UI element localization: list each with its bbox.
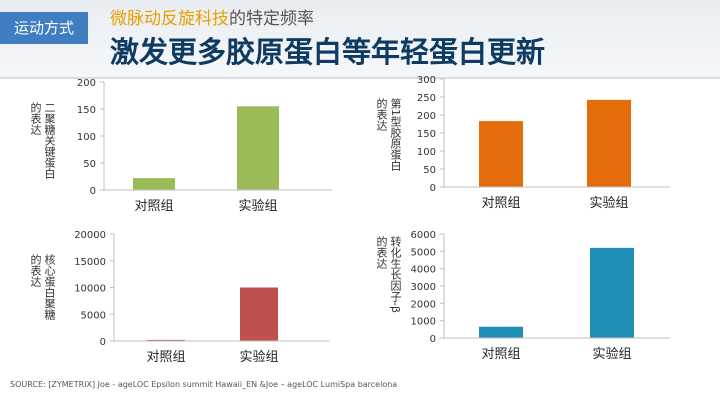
y-tick-label: 6000 (411, 230, 436, 241)
bar-control (479, 326, 523, 338)
chart-biglycan-ylabel: 二聚糖关键蛋白 的表达 (28, 102, 56, 212)
x-category-label: 对照组 (146, 350, 185, 365)
chart-biglycan-ylabel-line2: 的表达 (29, 102, 42, 135)
chart-biglycan-plot: 0 50 100 150 200 对照组 实验组 (77, 78, 332, 214)
chart-tgf-beta-ylabel-line2: 的表达 (375, 236, 388, 269)
y-tick-label: 2000 (411, 299, 436, 310)
x-category-label: 对照组 (481, 347, 520, 362)
chart-collagen1-ylabel: 第1型胶原蛋白 的表达 (374, 98, 402, 210)
bar-experiment (237, 106, 279, 190)
source-note: SOURCE: [ZYMETRIX] Joe - ageLOC Epsilon … (10, 380, 398, 389)
y-tick-label: 3000 (411, 282, 436, 293)
chart-decorin: 核心蛋白聚糖 的表达 0 5000 10000 15000 20000 对照组 实验组 (0, 222, 340, 377)
header-divider (0, 77, 720, 79)
x-category-label: 实验组 (238, 198, 277, 214)
x-category-label: 实验组 (592, 346, 631, 362)
bar-experiment (587, 99, 631, 187)
y-tick-label: 5000 (411, 247, 436, 258)
y-tick-label: 0 (100, 337, 106, 348)
page-title: 激发更多胶原蛋白等年轻蛋白更新 (110, 35, 546, 69)
bar-experiment (240, 287, 278, 341)
chart-decorin-ylabel: 核心蛋白聚糖 的表达 (28, 254, 56, 354)
y-tick-label: 150 (417, 129, 436, 140)
y-tick-label: 0 (90, 186, 96, 197)
chart-collagen1-plot: 0 50 100 150 200 250 300 对照组 实验组 (417, 75, 670, 211)
y-tick-label: 1000 (411, 317, 436, 328)
chart-tgf-beta: 转化生长因子-β 的表达 0 1000 2000 3000 4000 5000 6000 对照… (360, 224, 680, 379)
y-tick-label: 0 (430, 183, 436, 194)
bar-control (147, 339, 185, 341)
y-tick-label: 4000 (411, 265, 436, 276)
chart-decorin-ylabel-line2: 的表达 (29, 254, 42, 287)
chart-decorin-ylabel-line1: 核心蛋白聚糖 (43, 254, 56, 320)
x-category-label: 实验组 (239, 349, 278, 365)
section-tag: 运动方式 (0, 12, 88, 44)
y-tick-label: 250 (417, 93, 436, 104)
x-category-label: 对照组 (481, 196, 520, 211)
chart-collagen1: 第1型胶原蛋白 的表达 0 50 100 150 200 250 300 对照组 实验组 (360, 70, 680, 225)
header-band (0, 0, 720, 78)
y-tick-label: 150 (77, 105, 96, 116)
y-tick-label: 100 (77, 132, 96, 143)
y-tick-label: 0 (430, 334, 436, 345)
bar-control (479, 121, 523, 187)
chart-biglycan: 二聚糖关键蛋白 的表达 0 50 100 150 200 对照组 实验组 (0, 78, 340, 225)
x-category-label: 实验组 (589, 195, 628, 211)
subtitle-rest: 的特定频率 (229, 9, 314, 29)
bar-control (133, 178, 175, 190)
bar-experiment (590, 247, 634, 338)
chart-decorin-plot: 0 5000 10000 15000 20000 对照组 实验组 (74, 230, 330, 365)
x-category-label: 对照组 (134, 199, 173, 214)
y-tick-label: 15000 (74, 257, 106, 268)
subtitle-highlight: 微脉动反旋科技 (110, 9, 229, 29)
page-subtitle: 微脉动反旋科技的特定频率 (110, 8, 314, 30)
y-tick-label: 100 (417, 147, 436, 158)
chart-tgf-beta-plot: 0 1000 2000 3000 4000 5000 6000 对照组 实验组 (411, 230, 670, 362)
y-tick-label: 200 (417, 111, 436, 122)
y-tick-label: 20000 (74, 230, 106, 241)
y-tick-label: 300 (417, 75, 436, 86)
chart-tgf-beta-ylabel-line1: 转化生长因子-β (389, 236, 402, 313)
y-tick-label: 200 (77, 78, 96, 89)
chart-collagen1-ylabel-line2: 的表达 (375, 98, 388, 131)
chart-collagen1-ylabel-line1: 第1型胶原蛋白 (389, 98, 402, 171)
y-tick-label: 50 (423, 165, 436, 176)
y-tick-label: 10000 (74, 284, 106, 295)
chart-tgf-beta-ylabel: 转化生长因子-β 的表达 (374, 236, 402, 341)
y-tick-label: 50 (83, 159, 96, 170)
chart-biglycan-ylabel-line1: 二聚糖关键蛋白 (43, 102, 56, 179)
y-tick-label: 5000 (81, 310, 106, 321)
